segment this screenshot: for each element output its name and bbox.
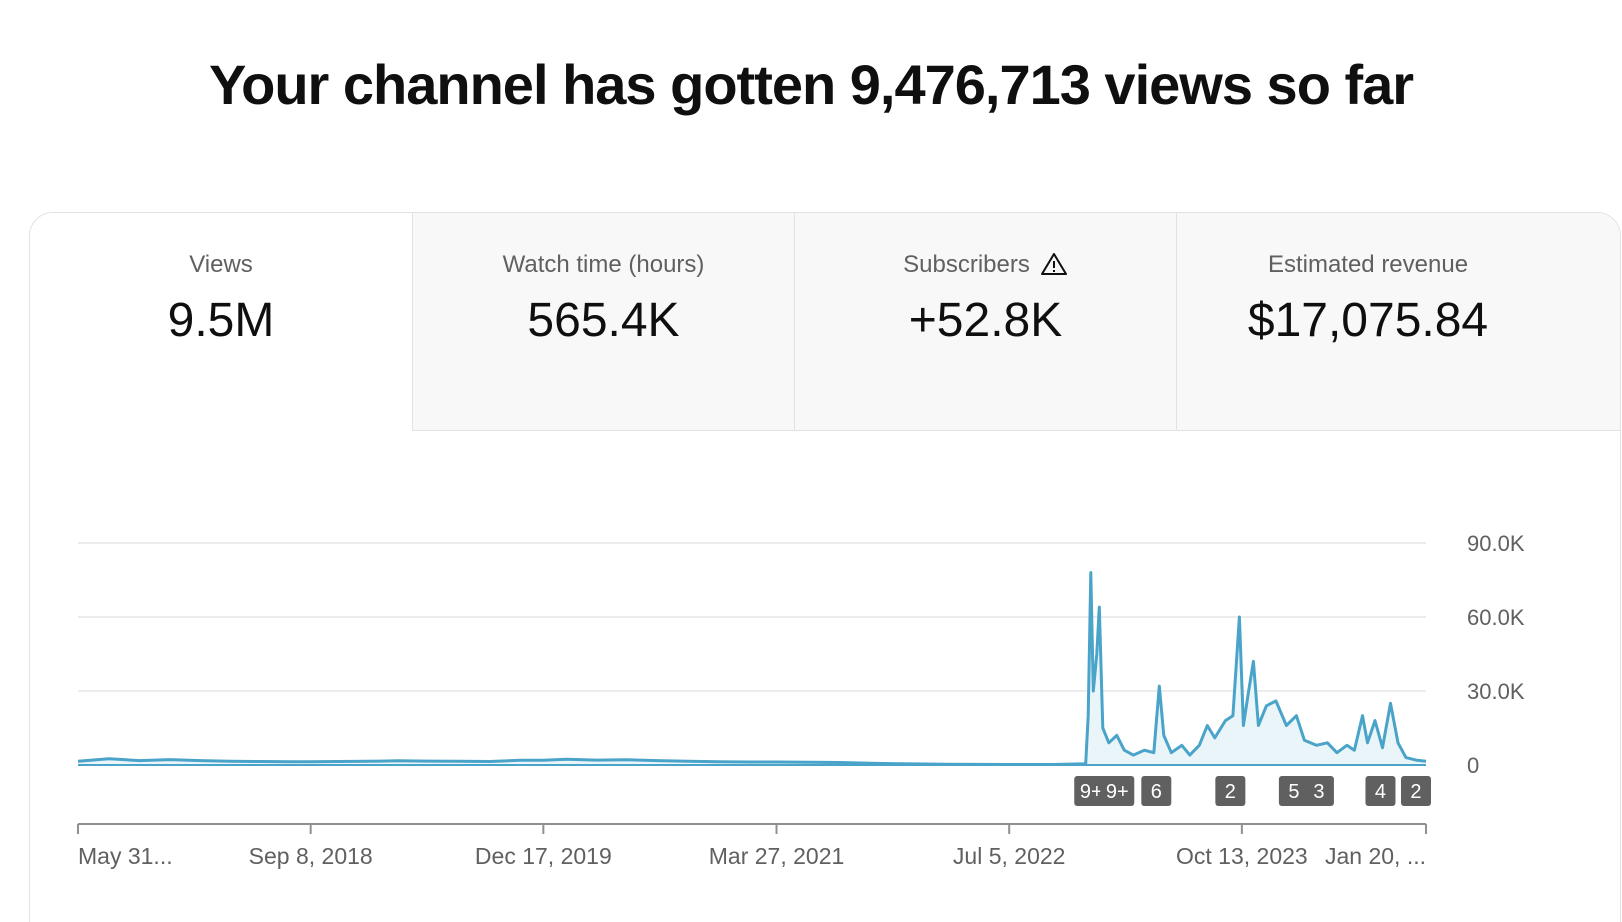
- tab-label: Views: [189, 251, 253, 278]
- event-marker-label: 2: [1225, 781, 1236, 803]
- x-tick-label: Jul 5, 2022: [953, 843, 1066, 869]
- event-marker[interactable]: 2: [1215, 776, 1246, 806]
- event-marker[interactable]: 5: [1278, 776, 1309, 806]
- tab-value: +52.8K: [908, 294, 1063, 347]
- event-marker[interactable]: 3: [1303, 776, 1334, 806]
- event-marker-badge[interactable]: [1278, 776, 1309, 806]
- y-tick-label: 90.0K: [1467, 531, 1525, 556]
- y-tick-label: 60.0K: [1467, 605, 1525, 630]
- event-marker-label: 2: [1410, 781, 1421, 803]
- page-title: Your channel has gotten 9,476,713 views …: [208, 53, 1414, 116]
- event-marker[interactable]: 2: [1400, 776, 1431, 806]
- event-marker[interactable]: 9+: [1100, 776, 1135, 806]
- tab-value: $17,075.84: [1247, 294, 1489, 347]
- tab-subscribers[interactable]: Subscribers +52.8K: [794, 213, 1176, 431]
- event-marker-badge[interactable]: [1215, 776, 1246, 806]
- event-marker-badge[interactable]: [1400, 776, 1431, 806]
- x-tick-label: Oct 13, 2023: [1176, 843, 1308, 869]
- tab-label: Watch time (hours): [502, 251, 705, 278]
- tab-label: Estimated revenue: [1267, 251, 1469, 278]
- event-marker-label: 9+: [1080, 781, 1103, 803]
- tab-label: Subscribers: [903, 251, 1030, 278]
- series-area: [78, 572, 1426, 765]
- analytics-card: Views 9.5M Watch time (hours) 565.4K Sub…: [29, 212, 1621, 922]
- event-marker-label: 4: [1375, 781, 1386, 803]
- event-marker[interactable]: 6: [1141, 776, 1172, 806]
- event-marker-label: 9+: [1106, 781, 1129, 803]
- tab-label-wrap: Subscribers: [795, 251, 1176, 283]
- x-tick-label: Dec 17, 2019: [475, 843, 612, 869]
- event-marker-label: 5: [1288, 781, 1299, 803]
- event-marker-badge[interactable]: [1141, 776, 1172, 806]
- tab-estimated-revenue[interactable]: Estimated revenue $17,075.84: [1176, 213, 1620, 431]
- event-marker-badge[interactable]: [1303, 776, 1334, 806]
- x-tick-label: Jan 20, ...: [1325, 843, 1426, 869]
- metric-tabs: Views 9.5M Watch time (hours) 565.4K Sub…: [30, 213, 1620, 431]
- event-marker-label: 6: [1151, 781, 1162, 803]
- tab-value: 565.4K: [527, 294, 680, 347]
- y-tick-label: 30.0K: [1467, 679, 1525, 704]
- event-marker[interactable]: 9+: [1074, 776, 1109, 806]
- x-tick-label: May 31...: [78, 843, 173, 869]
- x-tick-label: Sep 8, 2018: [249, 843, 373, 869]
- tab-views[interactable]: Views 9.5M: [30, 213, 412, 431]
- x-tick-label: Mar 27, 2021: [709, 843, 845, 869]
- warning-icon[interactable]: [1040, 252, 1068, 283]
- y-tick-label: 0: [1467, 753, 1479, 778]
- event-marker-badge[interactable]: [1365, 776, 1396, 806]
- series-line: [77, 571, 1427, 766]
- event-marker-label: 3: [1313, 781, 1324, 803]
- event-marker-badge[interactable]: [1074, 776, 1109, 806]
- event-marker-badge[interactable]: [1100, 776, 1135, 806]
- event-marker[interactable]: 4: [1365, 776, 1396, 806]
- tab-value: 9.5M: [167, 294, 275, 347]
- tab-watch-time[interactable]: Watch time (hours) 565.4K: [412, 213, 794, 431]
